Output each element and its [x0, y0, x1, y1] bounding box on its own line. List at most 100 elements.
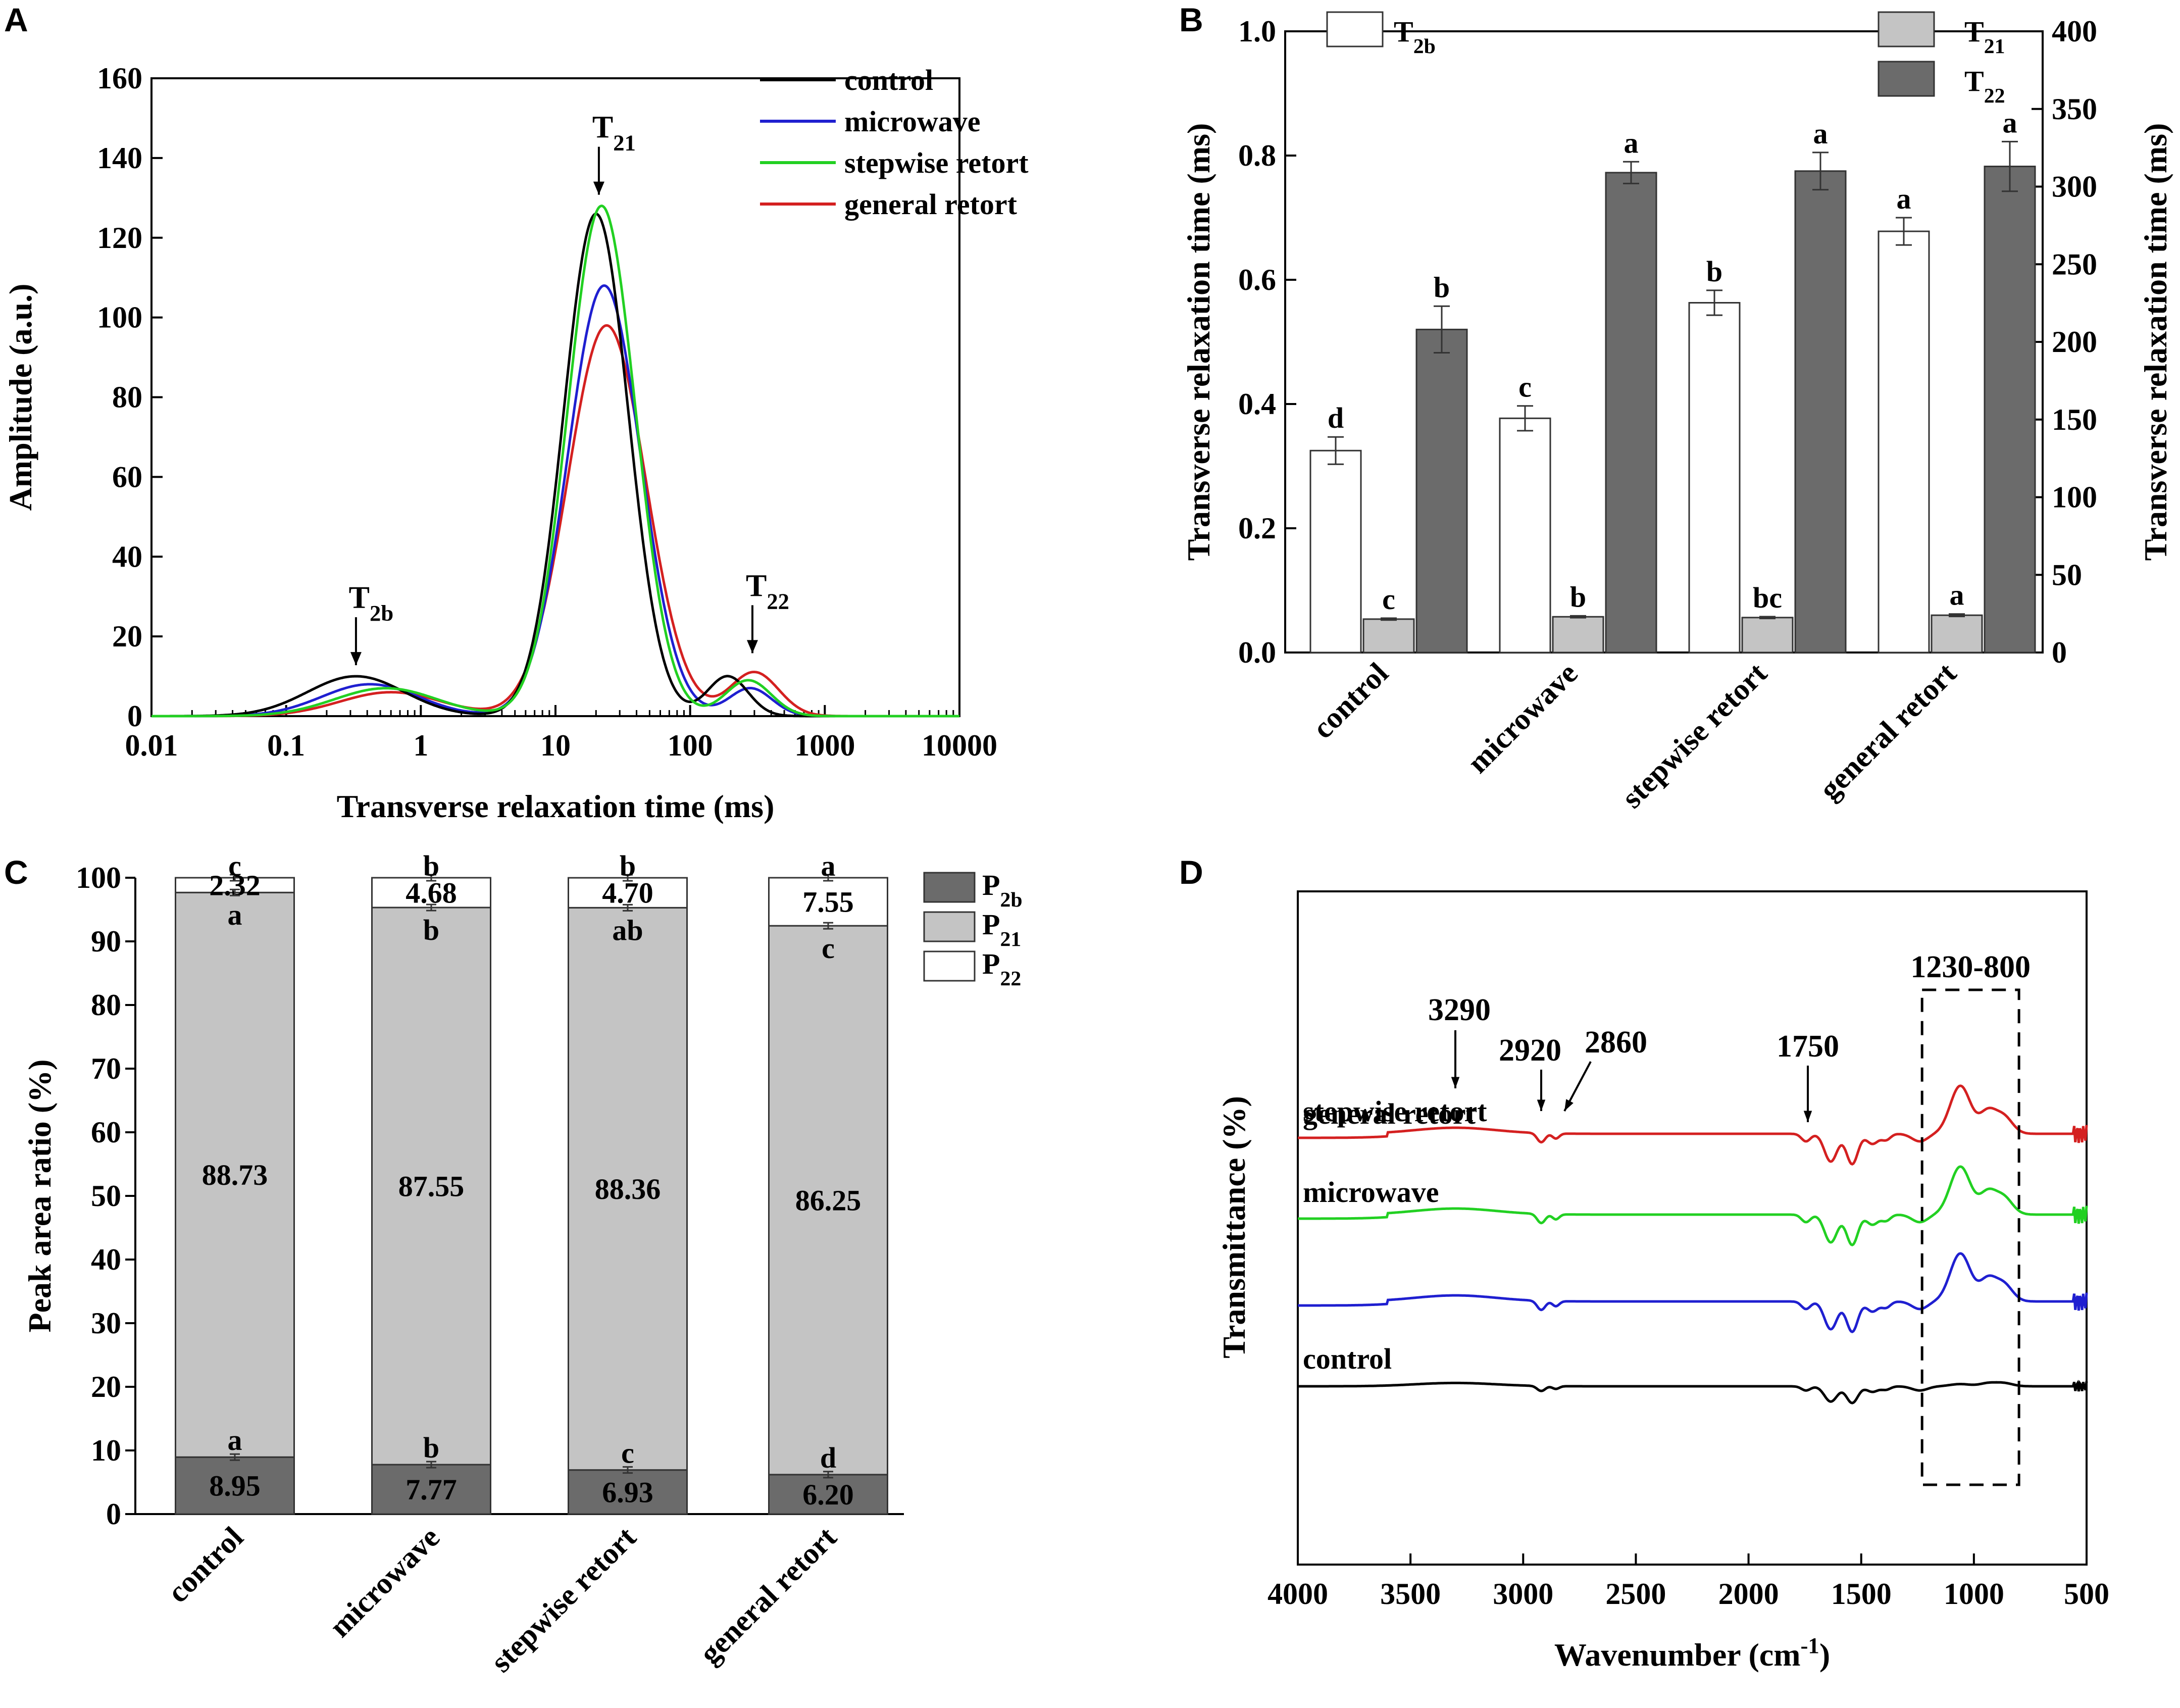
y-tick-label: 120 [97, 221, 142, 255]
y-right-axis-title: Transverse relaxation time (ms) [2138, 123, 2173, 561]
significance-letter: b [1706, 255, 1722, 288]
legend-label-main: P [982, 947, 1000, 980]
bar-T2b [1688, 302, 1741, 654]
x-axis-title: Transverse relaxation time (ms) [337, 788, 775, 824]
series-label: general retort [1303, 1097, 1476, 1130]
stacked-bar-P21 [175, 891, 295, 1458]
y-tick-label: 0.4 [1238, 387, 1276, 421]
significance-letter: a [821, 849, 836, 882]
legend-label-main: T [1394, 15, 1413, 48]
bar-T2b [1878, 230, 1930, 654]
panel-label-d: D [1179, 853, 1203, 891]
legend-label-sub: 2b [1000, 888, 1022, 912]
significance-letter: a [228, 898, 242, 931]
x-axis-title-sup: -1 [1801, 1633, 1819, 1658]
x-tick-label: 3500 [1380, 1577, 1441, 1611]
value-label: 8.95 [209, 1470, 261, 1502]
significance-letter: c [1518, 371, 1532, 404]
y-tick-label: 1.0 [1238, 15, 1276, 48]
x-tick-label: 0.1 [267, 729, 305, 762]
series-line-stepwise-retort [151, 205, 959, 718]
annotation-T21-main: T [592, 111, 613, 145]
y-tick-label: 80 [91, 988, 121, 1022]
x-tick-label: general retort [1813, 657, 1963, 807]
significance-letter: c [1382, 583, 1395, 616]
annotation-arrow-head [1803, 1111, 1812, 1122]
annotation-arrowhead [746, 640, 758, 654]
series-label: microwave [1303, 1176, 1439, 1209]
y-tick-label: 100 [97, 301, 142, 334]
legend-label: P22 [982, 947, 1021, 990]
y-right-tick-label: 150 [2052, 403, 2097, 436]
annotation-T21-sub: 21 [613, 130, 636, 156]
x-tick-label: 100 [668, 729, 713, 762]
significance-letter: ab [612, 914, 643, 946]
legend-label: stepwise retort [844, 146, 1029, 179]
x-tick-label: microwave [323, 1521, 446, 1644]
value-label: 88.36 [595, 1173, 661, 1205]
y-tick-label: 0 [106, 1497, 121, 1531]
legend-label-sub: 21 [1000, 928, 1021, 951]
annotation-arrow-head [1451, 1077, 1460, 1088]
x-axis-title-main: Wavenumber (cm [1554, 1637, 1801, 1673]
y-axis-title: Amplitude (a.u.) [3, 284, 38, 511]
spectrum-control [1298, 1380, 2088, 1404]
y-tick-label: 0.6 [1238, 263, 1276, 296]
legend-label-main: P [982, 908, 1000, 941]
spectrum-stepwise-retort [1298, 1165, 2088, 1247]
x-axis-title-close: ) [1819, 1637, 1830, 1673]
plot-frame [150, 77, 960, 717]
annotation-label: 1230-800 [1910, 950, 2031, 984]
x-tick-label: 3000 [1493, 1577, 1553, 1611]
legend-label-sub: 22 [1984, 84, 2005, 108]
stacked-bar-P21 [568, 907, 688, 1471]
x-tick-label: 2000 [1718, 1577, 1779, 1611]
annotation-T2b: T2b [349, 581, 394, 626]
significance-letter: b [1434, 271, 1450, 304]
y-right-tick-label: 350 [2052, 92, 2097, 126]
legend-swatch [1326, 11, 1384, 47]
series-line-microwave [151, 284, 959, 718]
series-label: control [1303, 1342, 1392, 1375]
legend-label-sub: 2b [1413, 35, 1436, 58]
significance-letter: a [228, 1424, 242, 1456]
plot-frame [1297, 890, 2088, 1566]
significance-letter: a [1897, 182, 1911, 215]
annotation-arrow-head [1537, 1099, 1546, 1111]
y-right-tick-label: 250 [2052, 247, 2097, 281]
legend-label-main: P [982, 869, 1000, 901]
bar-T22 [1605, 172, 1657, 654]
y-tick-label: 60 [91, 1116, 121, 1149]
stacked-bar-P21 [371, 907, 491, 1466]
y-right-tick-label: 50 [2052, 558, 2082, 591]
y-tick-label: 60 [112, 460, 142, 493]
y-right-tick-label: 0 [2052, 636, 2067, 669]
series-line-control [151, 212, 959, 718]
significance-letter: c [621, 1437, 634, 1470]
significance-letter: b [423, 1431, 439, 1464]
spectrum-microwave [1298, 1252, 2088, 1334]
annotation-T22: T22 [746, 569, 789, 614]
bar-T2b [1499, 417, 1551, 654]
bar-T21 [1741, 617, 1794, 654]
x-tick-label: 10 [540, 729, 571, 762]
significance-letter: d [820, 1441, 836, 1474]
annotation-arrowhead [350, 652, 362, 666]
x-tick-label: control [161, 1521, 250, 1610]
annotation-label: 1750 [1777, 1029, 1839, 1064]
value-label: 6.93 [602, 1476, 653, 1509]
x-tick-label: stepwise retort [1615, 657, 1773, 815]
legend-swatch [1878, 61, 1935, 97]
x-tick-label: 500 [2064, 1577, 2109, 1611]
stacked-bar-P2b [371, 1464, 491, 1515]
significance-letter: bc [1753, 581, 1782, 614]
legend-swatch [923, 872, 976, 903]
x-tick-label: 1000 [1944, 1577, 2004, 1611]
significance-letter: b [620, 849, 636, 882]
x-tick-label: microwave [1461, 657, 1584, 780]
significance-letter: a [1813, 117, 1828, 150]
y-tick-label: 140 [97, 141, 142, 175]
significance-letter: c [822, 932, 835, 965]
legend-swatch [923, 950, 976, 982]
y-tick-label: 20 [91, 1370, 121, 1403]
